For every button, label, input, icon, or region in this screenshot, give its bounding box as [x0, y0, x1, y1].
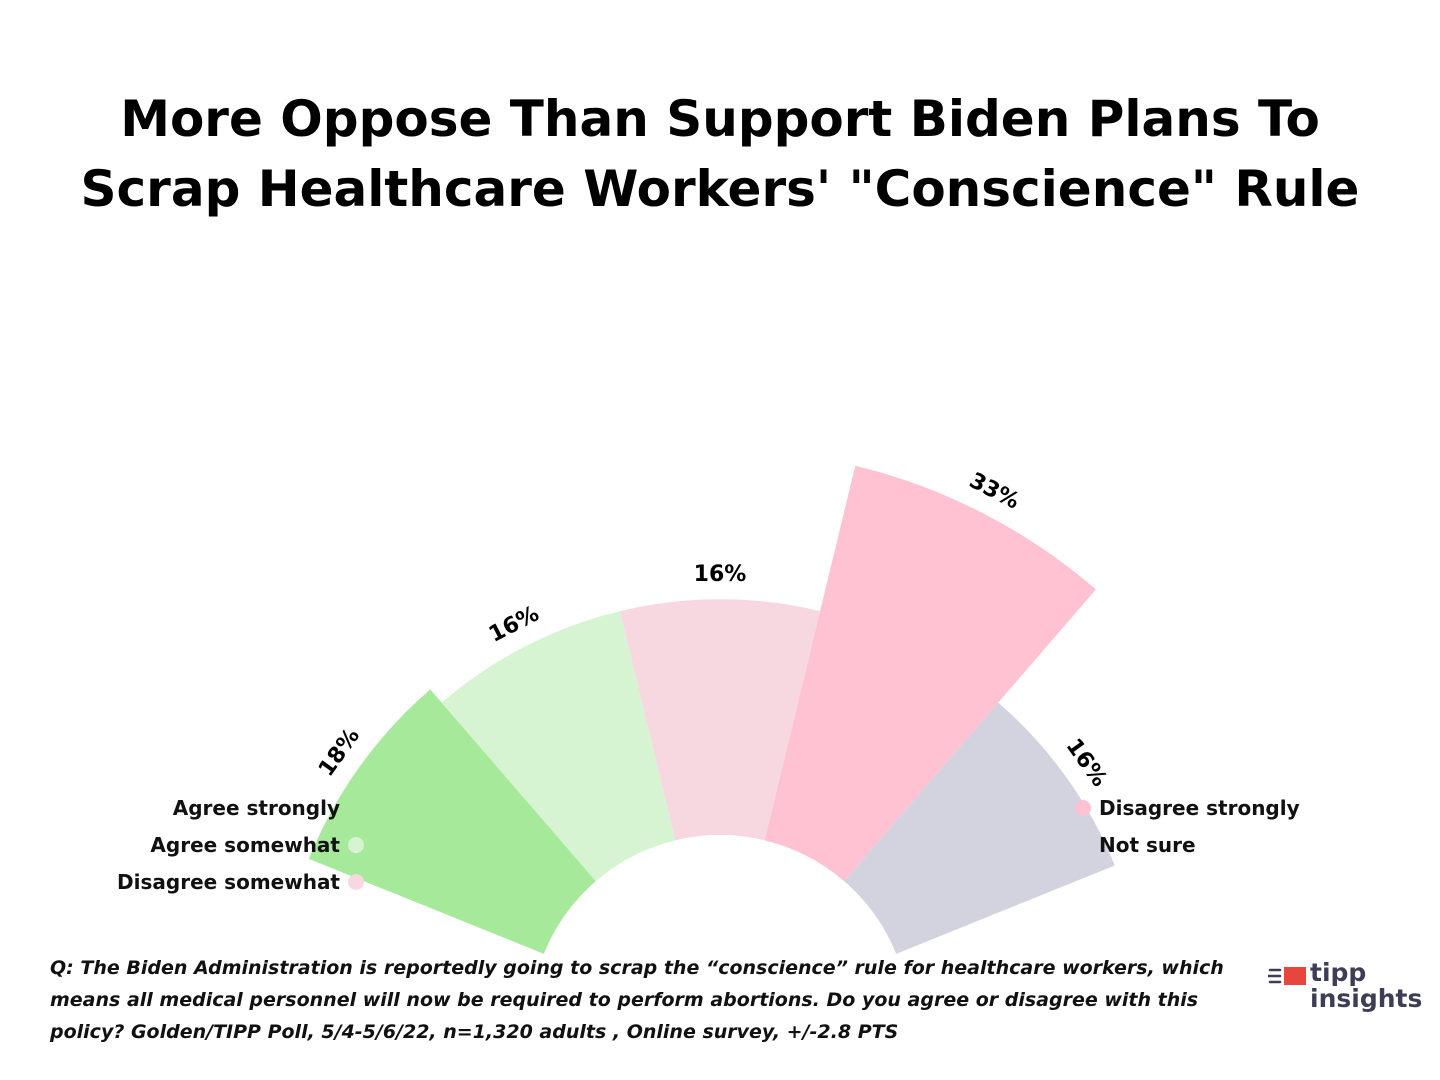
- legend-item-not-sure: Not sure: [1075, 826, 1300, 863]
- bar-not-sure: [844, 702, 1115, 954]
- legend-item-disagree-somewhat: Disagree somewhat: [117, 863, 364, 900]
- legend-label: Agree somewhat: [150, 832, 340, 857]
- legend-label: Agree strongly: [172, 795, 340, 820]
- bar-agree-strongly: [308, 689, 596, 954]
- bar-disagree-strongly: [764, 465, 1096, 882]
- value-label-agree-somewhat: 16%: [485, 601, 543, 647]
- legend-item-agree-strongly: Agree strongly: [117, 789, 364, 826]
- tipp-insights-logo: tipp insights: [1268, 960, 1428, 1020]
- legend-swatch-agree-strongly: [348, 799, 364, 816]
- logo-text-insights: insights: [1310, 984, 1423, 1013]
- chart-title-line-1: More Oppose Than Support Biden Plans To: [120, 90, 1320, 148]
- value-label-disagree-somewhat: 16%: [694, 562, 747, 587]
- legend-item-agree-somewhat: Agree somewhat: [117, 826, 364, 863]
- legend-swatch-not-sure: [1075, 836, 1091, 853]
- logo-text-tipp: tipp: [1310, 958, 1367, 987]
- legend-swatch-disagree-somewhat: [348, 873, 364, 890]
- chart-title-line-2: Scrap Healthcare Workers' "Conscience" R…: [80, 160, 1360, 218]
- legend-label: Disagree strongly: [1099, 795, 1300, 820]
- legend-right: Disagree strongly Not sure: [1075, 789, 1300, 863]
- legend-swatch-agree-somewhat: [348, 836, 364, 853]
- legend-label: Not sure: [1099, 832, 1196, 857]
- legend-item-disagree-strongly: Disagree strongly: [1075, 789, 1300, 826]
- survey-footnote: Q: The Biden Administration is reportedl…: [50, 957, 1224, 1043]
- legend-label: Disagree somewhat: [117, 869, 340, 894]
- chart-sectors: [308, 465, 1115, 954]
- legend-swatch-disagree-strongly: [1075, 799, 1091, 816]
- legend-left: Agree strongly Agree somewhat Disagree s…: [117, 789, 364, 900]
- chart-title: More Oppose Than Support Biden Plans To …: [0, 84, 1440, 224]
- value-label-disagree-strongly: 33%: [965, 468, 1023, 514]
- bar-disagree-somewhat: [619, 599, 821, 841]
- logo-accent-icon: [1268, 967, 1306, 985]
- bar-agree-somewhat: [441, 611, 676, 882]
